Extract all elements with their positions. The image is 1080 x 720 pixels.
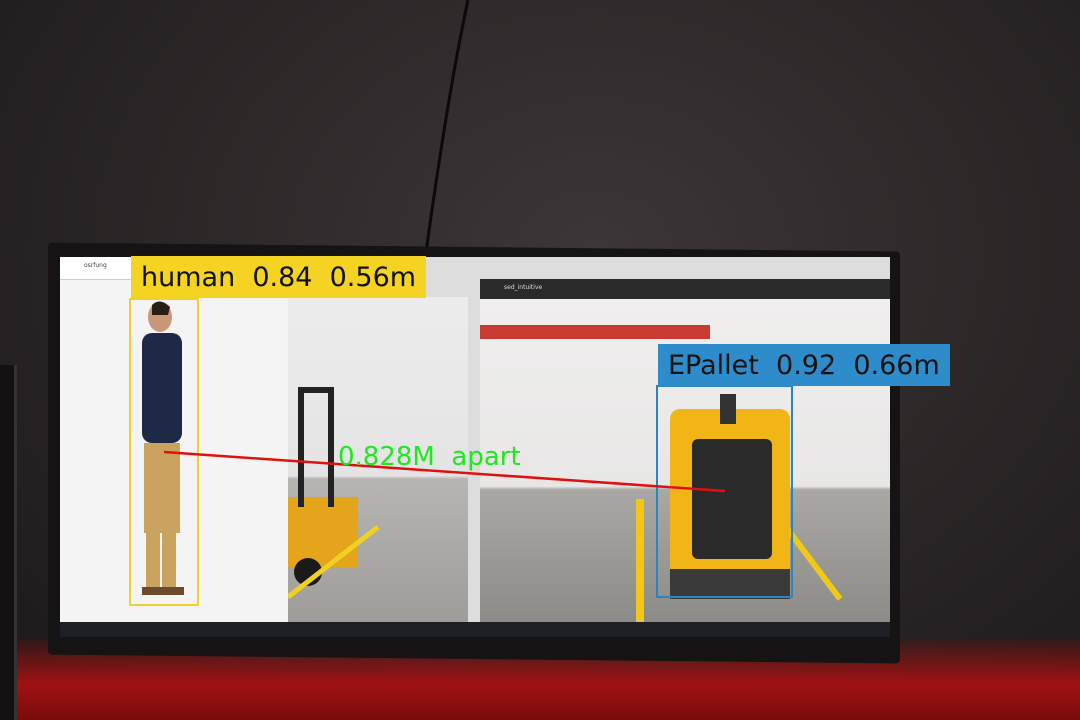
right-window-title: sed_intuitive <box>504 284 543 291</box>
human-bounding-box <box>129 298 199 606</box>
epallet-detection-label: EPallet 0.92 0.66m <box>658 344 950 386</box>
person-figure <box>142 301 184 595</box>
human-detection-label: human 0.84 0.56m <box>131 256 427 298</box>
wall-red-stripe <box>480 325 710 339</box>
electric-pallet-jack <box>636 394 843 622</box>
right-window-titlebar: sed_intuitive <box>480 279 890 299</box>
monitor-screen: osrfung sed_intuitive <box>60 257 890 637</box>
left-window: osrfung <box>60 257 288 622</box>
second-monitor-edge <box>0 365 17 720</box>
epallet-bounding-box <box>656 385 793 598</box>
os-taskbar <box>60 622 890 637</box>
forklift-graphic <box>288 387 380 599</box>
forklift-warehouse-view <box>288 297 468 622</box>
left-window-title: osrfung <box>84 262 107 269</box>
separation-distance-text: 0.828M apart <box>338 442 521 472</box>
